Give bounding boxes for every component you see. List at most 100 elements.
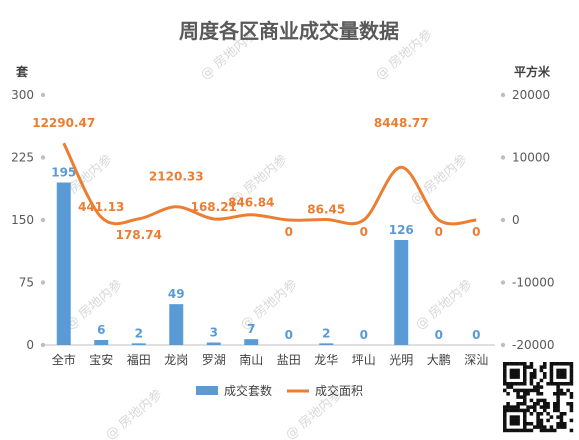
qr-module bbox=[549, 425, 554, 429]
qr-module bbox=[509, 382, 514, 386]
qr-module bbox=[533, 402, 537, 406]
qr-module bbox=[503, 425, 507, 429]
y-right-tick-dot bbox=[500, 217, 506, 223]
qr-module bbox=[563, 368, 567, 373]
qr-module bbox=[546, 402, 550, 406]
qr-module bbox=[549, 375, 554, 379]
y-left-tick-label: 300 bbox=[11, 88, 34, 102]
y-left-tick-dot bbox=[40, 342, 46, 348]
qr-module bbox=[539, 405, 544, 409]
qr-module bbox=[509, 375, 514, 379]
qr-module bbox=[529, 398, 534, 403]
qr-module bbox=[569, 402, 574, 406]
qr-module bbox=[536, 388, 540, 393]
y-right-tick-dot bbox=[500, 155, 506, 160]
bar-data-label: 0 bbox=[285, 328, 293, 342]
qr-module bbox=[543, 362, 547, 366]
qr-module bbox=[519, 382, 524, 386]
legend-label: 成交套数 bbox=[224, 383, 272, 398]
qr-module bbox=[559, 392, 564, 396]
qr-module bbox=[563, 375, 567, 379]
qr-module bbox=[513, 375, 517, 379]
qr-module bbox=[559, 388, 564, 393]
qr-module bbox=[556, 408, 560, 413]
line-data-label: 441.13 bbox=[78, 200, 124, 214]
y-left-tick-dot bbox=[40, 92, 46, 98]
qr-module bbox=[556, 425, 560, 429]
qr-module bbox=[516, 372, 520, 376]
qr-module bbox=[513, 405, 517, 409]
qr-module bbox=[523, 382, 527, 386]
qr-module bbox=[566, 362, 570, 366]
qr-module bbox=[503, 428, 507, 433]
legend: 成交套数 成交面积 bbox=[196, 383, 363, 398]
qr-module bbox=[553, 402, 557, 406]
line-data-label: 846.84 bbox=[228, 196, 274, 210]
qr-module bbox=[553, 408, 557, 413]
qr-module bbox=[519, 428, 524, 433]
qr-module bbox=[516, 405, 520, 409]
qr-module bbox=[536, 418, 540, 423]
qr-module bbox=[513, 388, 517, 393]
qr-module bbox=[503, 422, 507, 426]
qr-module bbox=[523, 418, 527, 423]
bar bbox=[169, 304, 184, 345]
qr-module bbox=[509, 368, 514, 373]
qr-module bbox=[549, 362, 554, 366]
qr-module bbox=[569, 428, 574, 433]
qr-module bbox=[569, 375, 574, 379]
qr-module bbox=[556, 405, 560, 409]
qr-module bbox=[523, 398, 527, 403]
y-right-tick-label: 0 bbox=[512, 213, 520, 227]
x-tick-label: 龙华 bbox=[314, 353, 338, 367]
qr-module bbox=[523, 375, 527, 379]
watermark-text: @ 房地内参 bbox=[102, 386, 165, 440]
qr-module bbox=[546, 418, 550, 423]
bar-data-label: 2 bbox=[135, 326, 143, 340]
qr-module bbox=[523, 408, 527, 413]
qr-module bbox=[549, 382, 554, 386]
qr-module bbox=[516, 392, 520, 396]
y-right-tick-label: 10000 bbox=[512, 151, 550, 165]
qr-module bbox=[539, 398, 544, 403]
qr-module bbox=[506, 402, 510, 406]
qr-module bbox=[506, 428, 510, 433]
qr-module bbox=[536, 392, 540, 396]
qr-module bbox=[529, 412, 534, 416]
qr-module bbox=[529, 428, 534, 433]
x-tick-label: 光明 bbox=[389, 353, 413, 367]
qr-module bbox=[556, 402, 560, 406]
watermark-text: @ 房地内参 bbox=[62, 276, 125, 333]
qr-module bbox=[539, 428, 544, 433]
qr-module bbox=[513, 418, 517, 423]
qr-module bbox=[559, 425, 564, 429]
qr-module bbox=[539, 412, 544, 416]
qr-module bbox=[559, 368, 564, 373]
qr-module bbox=[556, 398, 560, 403]
qr-module bbox=[539, 368, 544, 373]
line-data-label: 0 bbox=[360, 225, 368, 239]
qr-module bbox=[553, 405, 557, 409]
y-left-tick-dot bbox=[40, 155, 46, 160]
legend-label: 成交面积 bbox=[315, 383, 363, 398]
qr-module bbox=[506, 385, 510, 389]
qr-module bbox=[536, 422, 540, 426]
qr-module bbox=[563, 382, 567, 386]
x-tick-label: 全市 bbox=[52, 352, 76, 367]
y-right-tick-dot bbox=[500, 280, 506, 285]
bar bbox=[56, 182, 71, 345]
qr-module bbox=[506, 362, 510, 366]
qr-module bbox=[563, 362, 567, 366]
line-data-label: 12290.47 bbox=[32, 116, 95, 130]
qr-module bbox=[513, 368, 517, 373]
qr-module bbox=[523, 402, 527, 406]
qr-module bbox=[549, 372, 554, 376]
qr-module bbox=[523, 425, 527, 429]
qr-module bbox=[553, 392, 557, 396]
y-right-tick-dot bbox=[500, 92, 506, 98]
qr-module bbox=[569, 365, 574, 369]
bar-series: 195 6 2 49 3 7 0 2 0 126 0 0 bbox=[51, 166, 480, 345]
qr-module bbox=[556, 368, 560, 373]
